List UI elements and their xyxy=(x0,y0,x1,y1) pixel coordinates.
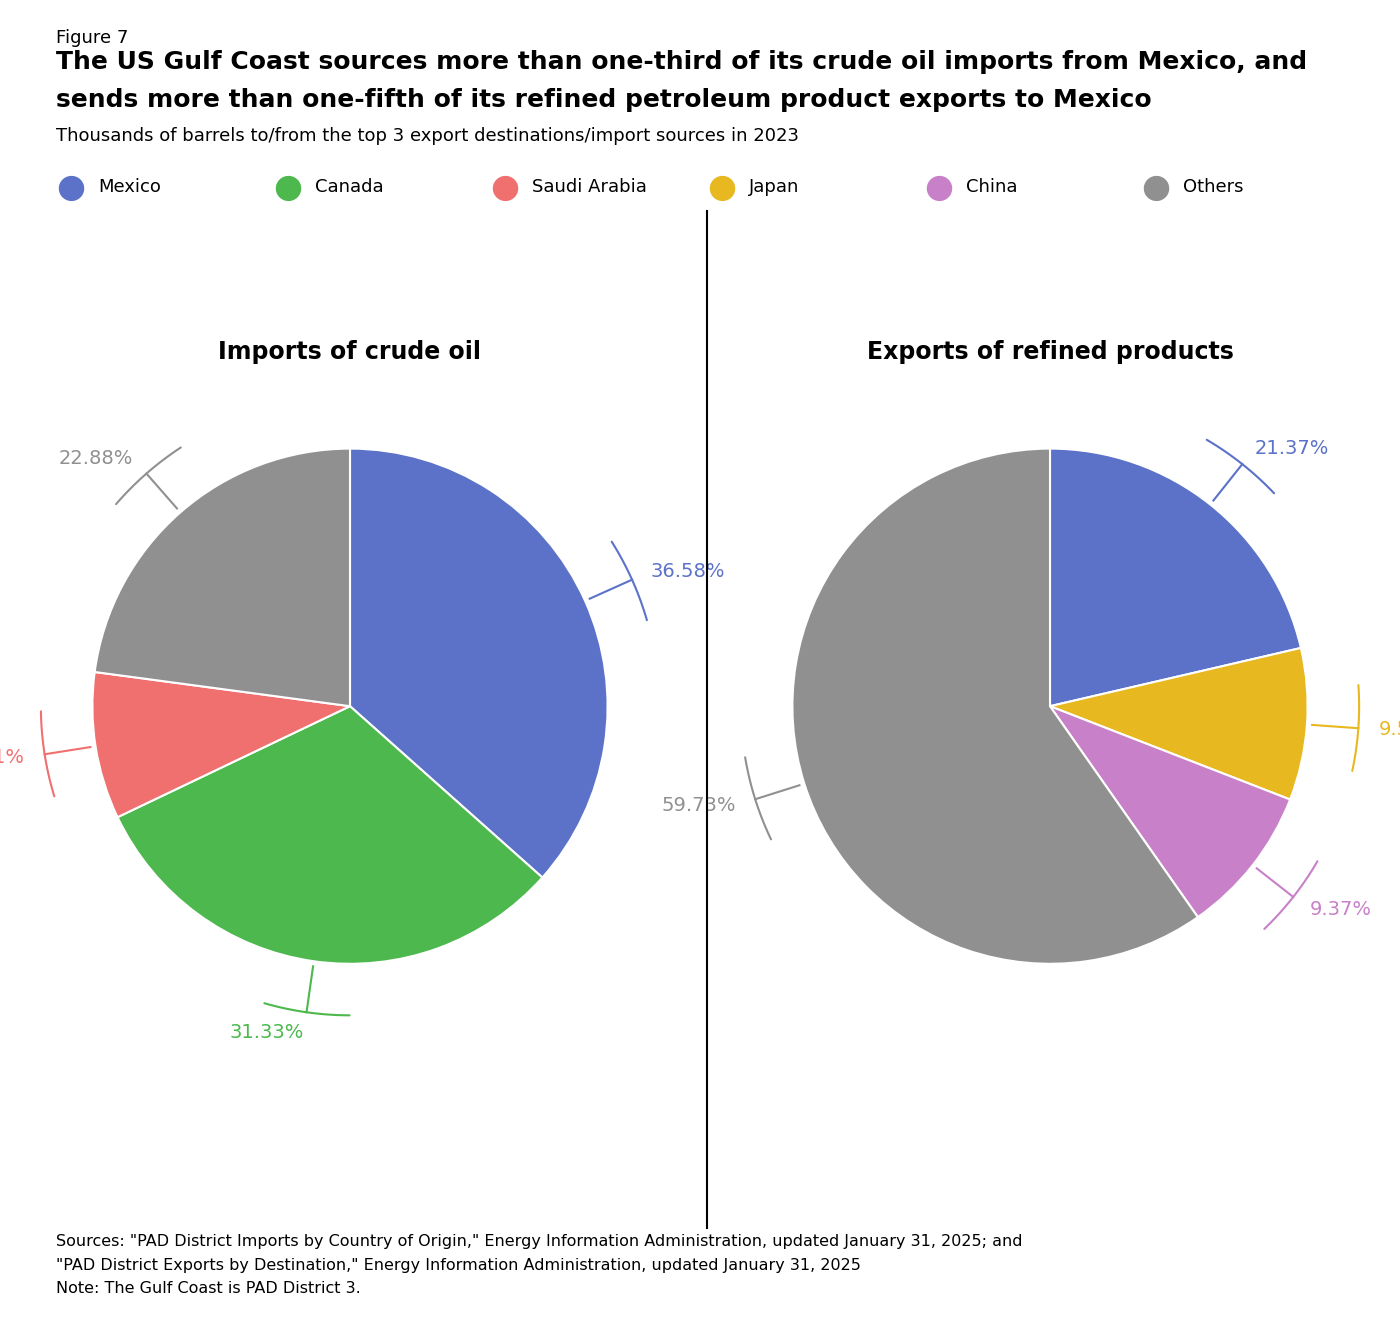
Wedge shape xyxy=(792,449,1198,964)
Text: Mexico: Mexico xyxy=(98,178,161,197)
Wedge shape xyxy=(118,706,542,964)
Wedge shape xyxy=(92,672,350,817)
Text: Canada: Canada xyxy=(315,178,384,197)
Text: Thousands of barrels to/from the top 3 export destinations/import sources in 202: Thousands of barrels to/from the top 3 e… xyxy=(56,127,799,145)
Text: 36.58%: 36.58% xyxy=(651,562,725,581)
Wedge shape xyxy=(1050,648,1308,800)
Wedge shape xyxy=(1050,449,1301,706)
Text: 9.21%: 9.21% xyxy=(0,748,24,767)
Title: Imports of crude oil: Imports of crude oil xyxy=(218,341,482,364)
Text: Others: Others xyxy=(1183,178,1243,197)
Text: 21.37%: 21.37% xyxy=(1256,438,1330,458)
Title: Exports of refined products: Exports of refined products xyxy=(867,341,1233,364)
Text: 9.37%: 9.37% xyxy=(1309,900,1372,919)
Text: China: China xyxy=(966,178,1018,197)
Text: 9.53%: 9.53% xyxy=(1379,721,1400,739)
Text: Japan: Japan xyxy=(749,178,799,197)
Text: The US Gulf Coast sources more than one-third of its crude oil imports from Mexi: The US Gulf Coast sources more than one-… xyxy=(56,50,1308,74)
Text: sends more than one-fifth of its refined petroleum product exports to Mexico: sends more than one-fifth of its refined… xyxy=(56,88,1152,112)
Text: Sources: "PAD District Imports by Country of Origin," Energy Information Adminis: Sources: "PAD District Imports by Countr… xyxy=(56,1234,1022,1296)
Wedge shape xyxy=(1050,706,1291,917)
Wedge shape xyxy=(95,449,350,706)
Text: 31.33%: 31.33% xyxy=(230,1023,304,1043)
Text: Figure 7: Figure 7 xyxy=(56,29,129,48)
Text: ●: ● xyxy=(273,172,302,205)
Wedge shape xyxy=(350,449,608,878)
Text: ●: ● xyxy=(1141,172,1170,205)
Text: ●: ● xyxy=(490,172,519,205)
Text: Saudi Arabia: Saudi Arabia xyxy=(532,178,647,197)
Text: 59.73%: 59.73% xyxy=(661,796,735,814)
Text: ●: ● xyxy=(924,172,953,205)
Text: 22.88%: 22.88% xyxy=(59,449,133,467)
Text: ●: ● xyxy=(56,172,85,205)
Text: ●: ● xyxy=(707,172,736,205)
